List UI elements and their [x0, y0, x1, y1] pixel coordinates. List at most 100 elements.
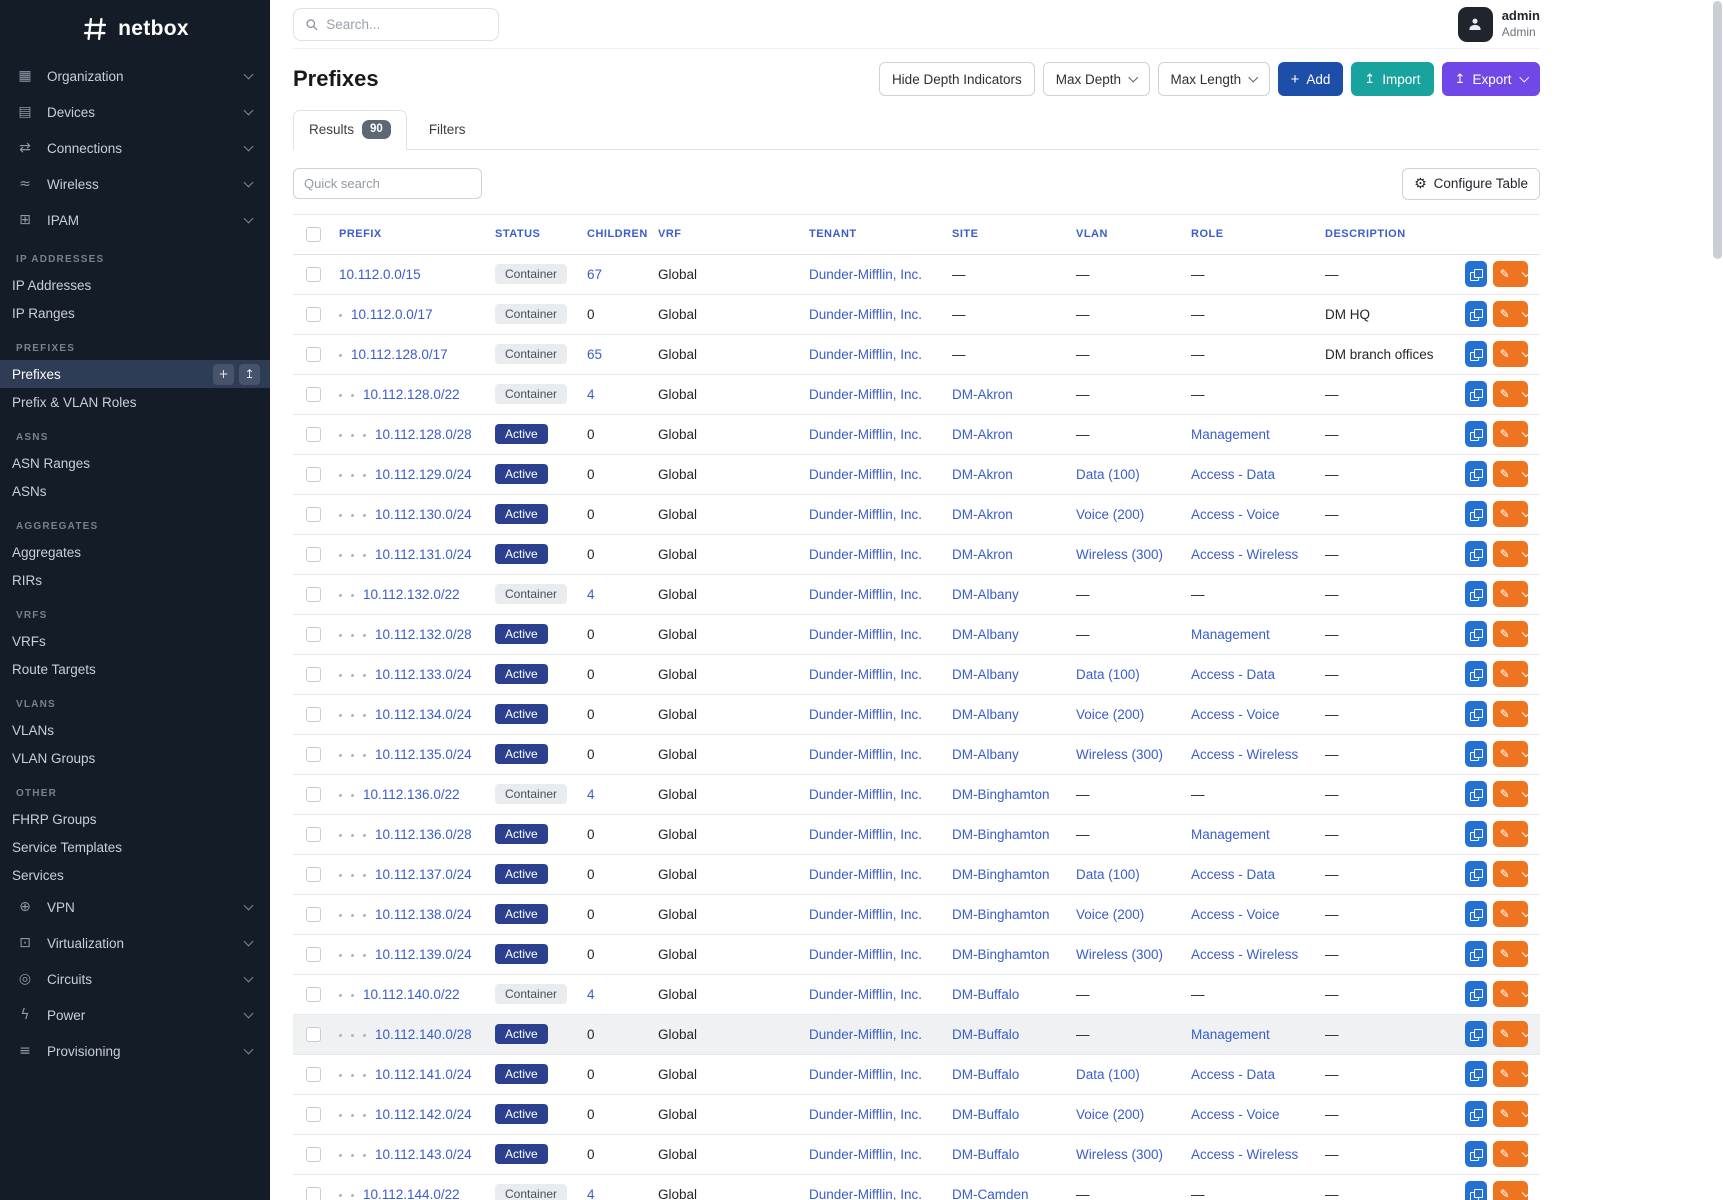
clone-button[interactable]	[1465, 741, 1487, 768]
prefix-link[interactable]: 10.112.132.0/22	[363, 586, 460, 602]
tenant-link[interactable]: Dunder-Mifflin, Inc.	[809, 386, 923, 402]
edit-split-button[interactable]: ✎	[1492, 741, 1528, 768]
edit-split-button[interactable]: ✎	[1492, 581, 1528, 608]
prefix-link[interactable]: 10.112.128.0/28	[375, 426, 472, 442]
row-checkbox[interactable]	[306, 546, 321, 562]
prefix-link[interactable]: 10.112.137.0/24	[375, 866, 472, 882]
vlan-link[interactable]: Wireless (300)	[1076, 546, 1164, 562]
prefix-link[interactable]: 10.112.128.0/22	[363, 386, 460, 402]
tenant-link[interactable]: Dunder-Mifflin, Inc.	[809, 866, 923, 882]
sidebar-item-asns[interactable]: ASNs	[12, 483, 47, 499]
edit-split-button[interactable]: ✎	[1492, 301, 1528, 328]
clone-button[interactable]	[1465, 541, 1487, 568]
clone-button[interactable]	[1465, 781, 1487, 808]
role-link[interactable]: Access - Data	[1191, 866, 1276, 882]
role-link[interactable]: Access - Data	[1191, 1066, 1276, 1082]
tenant-link[interactable]: Dunder-Mifflin, Inc.	[809, 506, 923, 522]
site-link[interactable]: DM-Akron	[952, 386, 1013, 402]
vlan-link[interactable]: Data (100)	[1076, 866, 1140, 882]
sidebar-item-virtualization[interactable]: ⊡ Virtualization	[0, 925, 270, 961]
tab-filters[interactable]: Filters	[428, 121, 466, 137]
site-link[interactable]: DM-Akron	[952, 426, 1013, 442]
tenant-link[interactable]: Dunder-Mifflin, Inc.	[809, 946, 923, 962]
row-checkbox[interactable]	[306, 426, 321, 442]
role-link[interactable]: Access - Wireless	[1191, 1146, 1299, 1162]
row-checkbox[interactable]	[306, 1106, 321, 1122]
clone-button[interactable]	[1465, 261, 1487, 288]
tenant-link[interactable]: Dunder-Mifflin, Inc.	[809, 746, 923, 762]
netbox-logo[interactable]: netbox	[0, 0, 270, 58]
scrollbar-thumb[interactable]	[1713, 1, 1722, 259]
sidebar-item-asn-ranges[interactable]: ASN Ranges	[12, 455, 91, 471]
vlan-link[interactable]: Voice (200)	[1076, 1106, 1145, 1122]
tenant-link[interactable]: Dunder-Mifflin, Inc.	[809, 1146, 923, 1162]
vlan-link[interactable]: Data (100)	[1076, 1066, 1140, 1082]
role-link[interactable]: Management	[1191, 626, 1270, 642]
edit-split-button[interactable]: ✎	[1492, 1021, 1528, 1048]
clone-button[interactable]	[1465, 661, 1487, 688]
clone-button[interactable]	[1465, 1181, 1487, 1200]
row-checkbox[interactable]	[306, 386, 321, 402]
children-count-link[interactable]: 4	[587, 386, 595, 402]
tenant-link[interactable]: Dunder-Mifflin, Inc.	[809, 986, 923, 1002]
sidebar-item-connections[interactable]: ⇄ Connections	[0, 130, 270, 166]
clone-button[interactable]	[1465, 581, 1487, 608]
role-link[interactable]: Management	[1191, 426, 1270, 442]
row-checkbox[interactable]	[306, 746, 321, 762]
row-checkbox[interactable]	[306, 506, 321, 522]
prefix-link[interactable]: 10.112.142.0/24	[375, 1106, 472, 1122]
sidebar-item-provisioning[interactable]: ≡ Provisioning	[0, 1033, 270, 1069]
sidebar-item-organization[interactable]: ▦ Organization	[0, 58, 270, 94]
clone-button[interactable]	[1465, 381, 1487, 408]
clone-button[interactable]	[1465, 1021, 1487, 1048]
row-checkbox[interactable]	[306, 306, 321, 322]
prefix-link[interactable]: 10.112.140.0/28	[375, 1026, 472, 1042]
sidebar-item-vlan-groups[interactable]: VLAN Groups	[12, 750, 96, 766]
tenant-link[interactable]: Dunder-Mifflin, Inc.	[809, 466, 923, 482]
site-link[interactable]: DM-Akron	[952, 466, 1013, 482]
site-link[interactable]: DM-Buffalo	[952, 1026, 1020, 1042]
role-link[interactable]: Access - Wireless	[1191, 546, 1299, 562]
tenant-link[interactable]: Dunder-Mifflin, Inc.	[809, 306, 923, 322]
sidebar-item-ip-ranges[interactable]: IP Ranges	[12, 305, 75, 321]
clone-button[interactable]	[1465, 501, 1487, 528]
sidebar-item-rirs[interactable]: RIRs	[12, 572, 42, 588]
role-link[interactable]: Access - Wireless	[1191, 746, 1299, 762]
sidebar-item-vrfs[interactable]: VRFs	[12, 633, 46, 649]
prefix-link[interactable]: 10.112.132.0/28	[375, 626, 472, 642]
quick-import-button[interactable]: ↥	[239, 363, 260, 385]
site-link[interactable]: DM-Buffalo	[952, 1146, 1020, 1162]
edit-split-button[interactable]: ✎	[1492, 1061, 1528, 1088]
prefix-link[interactable]: 10.112.141.0/24	[375, 1066, 472, 1082]
vlan-link[interactable]: Wireless (300)	[1076, 1146, 1164, 1162]
row-checkbox[interactable]	[306, 1026, 321, 1042]
site-link[interactable]: DM-Binghamton	[952, 826, 1050, 842]
tenant-link[interactable]: Dunder-Mifflin, Inc.	[809, 586, 923, 602]
children-count-link[interactable]: 4	[587, 986, 595, 1002]
role-link[interactable]: Management	[1191, 1026, 1270, 1042]
site-link[interactable]: DM-Albany	[952, 746, 1019, 762]
prefix-link[interactable]: 10.112.0.0/17	[351, 306, 433, 322]
vlan-link[interactable]: Voice (200)	[1076, 706, 1145, 722]
site-link[interactable]: DM-Buffalo	[952, 1106, 1020, 1122]
clone-button[interactable]	[1465, 901, 1487, 928]
prefix-link[interactable]: 10.112.135.0/24	[375, 746, 472, 762]
hide-depth-indicators-button[interactable]: Hide Depth Indicators	[878, 62, 1035, 96]
export-dropdown[interactable]: ↥ Export	[1441, 62, 1540, 96]
column-header-role[interactable]: ROLE	[1181, 213, 1315, 255]
row-checkbox[interactable]	[306, 1066, 321, 1082]
row-checkbox[interactable]	[306, 866, 321, 882]
edit-split-button[interactable]: ✎	[1492, 941, 1528, 968]
clone-button[interactable]	[1465, 1141, 1487, 1168]
clone-button[interactable]	[1465, 341, 1487, 368]
prefix-link[interactable]: 10.112.128.0/17	[351, 346, 448, 362]
prefix-link[interactable]: 10.112.139.0/24	[375, 946, 472, 962]
column-header-description[interactable]: DESCRIPTION	[1315, 213, 1455, 255]
row-checkbox[interactable]	[306, 626, 321, 642]
clone-button[interactable]	[1465, 1061, 1487, 1088]
tenant-link[interactable]: Dunder-Mifflin, Inc.	[809, 266, 923, 282]
max-depth-dropdown[interactable]: Max Depth	[1042, 62, 1150, 96]
prefix-link[interactable]: 10.112.140.0/22	[363, 986, 460, 1002]
tenant-link[interactable]: Dunder-Mifflin, Inc.	[809, 1026, 923, 1042]
sidebar-item-vlans[interactable]: VLANs	[12, 722, 55, 738]
